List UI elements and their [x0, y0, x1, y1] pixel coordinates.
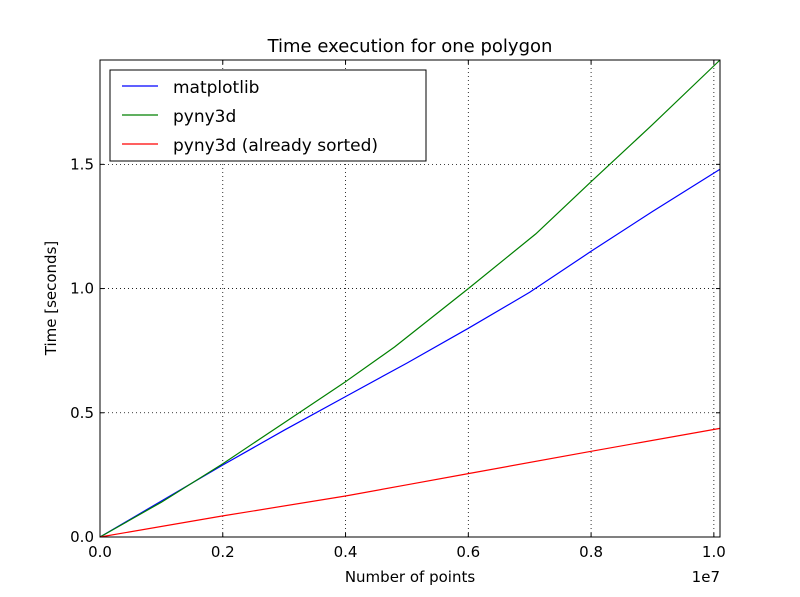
y-tick-label: 1.0 [70, 280, 94, 298]
legend-label-2: pyny3d (already sorted) [173, 136, 378, 156]
series-line-1 [99, 59, 721, 538]
series-line-2 [99, 427, 721, 538]
x-tick-label: 0.6 [456, 543, 480, 561]
grid-lines [100, 60, 720, 537]
x-tick-label: 0.8 [579, 543, 603, 561]
chart-title: Time execution for one polygon [267, 36, 553, 57]
series-lines [99, 59, 721, 538]
x-tick-label: 0.0 [88, 543, 112, 561]
plot-area-frame [99, 59, 721, 538]
y-tick-label: 0.5 [70, 404, 94, 422]
legend: matplotlib pyny3d pyny3d (already sorted) [109, 69, 427, 162]
y-axis-label: Time [seconds] [42, 241, 60, 357]
y-tick-label: 0.0 [70, 528, 94, 546]
axis-ticks: 0.0 0.2 0.4 0.6 0.8 1.0 0.0 0.5 1.0 1.5 [70, 60, 726, 561]
x-tick-label: 0.2 [211, 543, 235, 561]
x-tick-label: 0.4 [334, 543, 358, 561]
x-tick-label: 1.0 [702, 543, 726, 561]
y-tick-label: 1.5 [70, 155, 94, 173]
legend-box [109, 69, 427, 162]
x-offset-label: 1e7 [692, 568, 720, 586]
legend-label-1: pyny3d [173, 107, 236, 127]
legend-label-0: matplotlib [173, 78, 259, 98]
x-axis-label: Number of points [345, 568, 476, 586]
